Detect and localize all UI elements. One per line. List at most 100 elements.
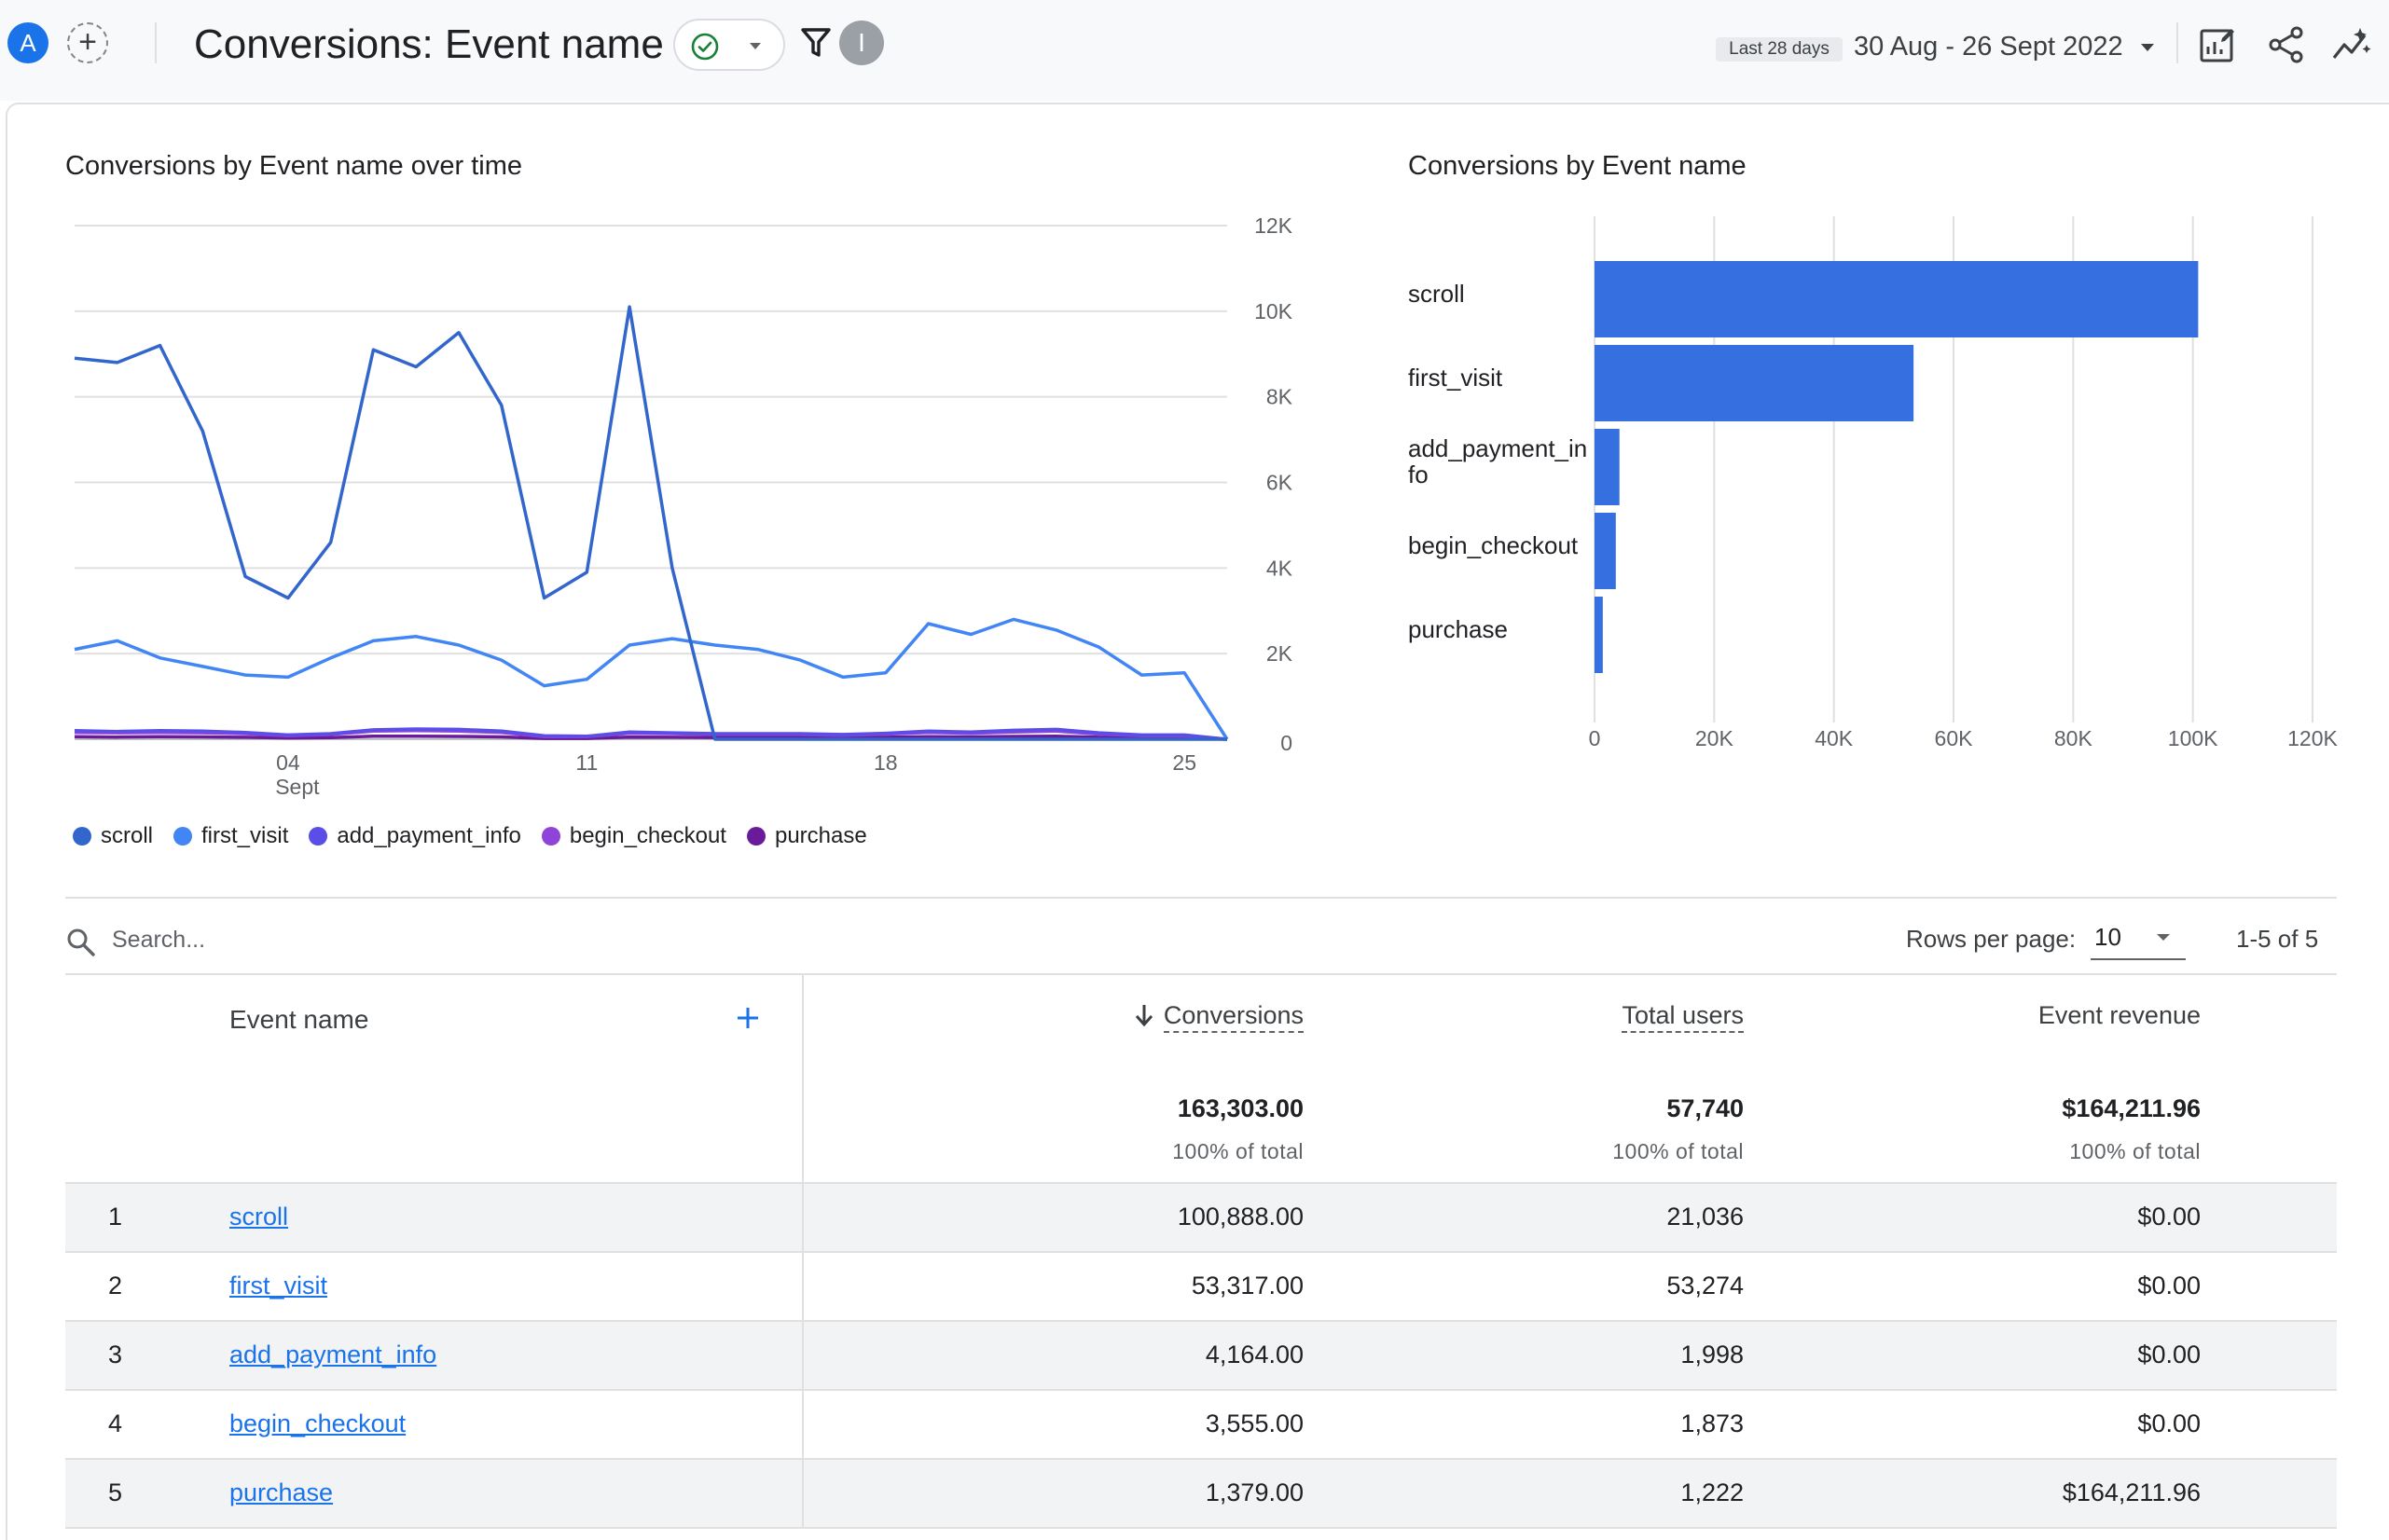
series-line-scroll — [74, 305, 1227, 741]
total-revenue: $164,211.96 — [2062, 1094, 2201, 1122]
table-toolbar: Rows per page: 10 1-5 of 5 — [65, 897, 2337, 973]
table-row: 5 purchase 1,379.00 1,222 $164,211.96 — [65, 1460, 2337, 1529]
legend-label: scroll — [101, 823, 154, 848]
y-tick-label: 12K — [1254, 213, 1293, 238]
legend-item-purchase[interactable]: purchase — [746, 823, 867, 849]
cell-users: 1,998 — [1680, 1341, 1744, 1368]
category-label: purchase — [1408, 615, 1508, 643]
line-chart-legend: scroll first_visit add_payment_info begi… — [73, 820, 888, 852]
category-label: scroll — [1408, 280, 1465, 308]
x-tick-label: 40K — [1815, 726, 1854, 750]
line-chart: 12K 10K 8K 6K 4K 2K 0 04 11 18 25 Sept — [74, 213, 1293, 799]
legend-item-first-visit[interactable]: first_visit — [173, 823, 288, 849]
total-conversions: 163,303.00 — [1177, 1094, 1304, 1122]
y-tick-label: 10K — [1254, 299, 1293, 323]
table-header: Event name Conversions Total users Event… — [65, 973, 2337, 1184]
table-row: 3 add_payment_info 4,164.00 1,998 $0.00 — [65, 1322, 2337, 1391]
comparison-avatar[interactable]: A — [7, 22, 48, 63]
col-header-conversions[interactable]: Conversions — [1134, 1001, 1304, 1033]
legend-label: begin_checkout — [569, 823, 726, 848]
page-title: Conversions: Event name — [194, 21, 664, 67]
event-link-scroll[interactable]: scroll — [229, 1203, 289, 1231]
legend-swatch — [173, 827, 193, 846]
legend-item-add-payment-info[interactable]: add_payment_info — [309, 823, 521, 849]
category-label: add_payment_in fo — [1408, 434, 1587, 488]
row-index: 2 — [108, 1272, 123, 1299]
x-tick-label: 18 — [874, 750, 898, 775]
report-card — [6, 103, 2389, 1540]
cell-users: 1,873 — [1680, 1409, 1744, 1437]
rows-per-page-value: 10 — [2094, 923, 2121, 951]
legend-swatch — [309, 827, 328, 846]
legend-item-scroll[interactable]: scroll — [73, 823, 153, 849]
report-header: A + Conversions: Event name I Last 28 da… — [0, 0, 2389, 101]
filter-icon[interactable] — [800, 26, 832, 60]
check-circle-icon — [691, 33, 719, 61]
category-label: first_visit — [1408, 364, 1503, 392]
x-tick-label: 120K — [2287, 726, 2338, 750]
legend-label: purchase — [774, 823, 867, 848]
date-preset-label: Last 28 days — [1716, 37, 1843, 62]
legend-label: add_payment_info — [337, 823, 521, 848]
legend-swatch — [73, 827, 91, 846]
event-link-begin-checkout[interactable]: begin_checkout — [229, 1409, 407, 1437]
table-row: 1 scroll 100,888.00 21,036 $0.00 — [65, 1184, 2337, 1253]
cell-conversions: 3,555.00 — [1205, 1409, 1304, 1437]
bar-add-payment-info — [1595, 429, 1620, 505]
row-index: 1 — [108, 1203, 123, 1231]
bar-scroll — [1595, 261, 2199, 337]
cell-conversions: 100,888.00 — [1177, 1203, 1304, 1231]
series-line-first-visit — [74, 617, 1229, 740]
x-tick-sublabel: Sept — [275, 775, 320, 799]
x-tick-label: 04 — [276, 750, 300, 775]
legend-label: first_visit — [201, 823, 289, 848]
y-tick-label: 6K — [1266, 471, 1293, 495]
x-tick-label: 20K — [1695, 726, 1734, 750]
cell-users: 1,222 — [1680, 1478, 1744, 1506]
line-chart-title: Conversions by Event name over time — [65, 151, 522, 181]
add-dimension-icon[interactable] — [733, 1003, 763, 1033]
header-divider-right — [2176, 22, 2178, 63]
row-index: 5 — [108, 1478, 123, 1506]
share-icon[interactable] — [2266, 24, 2307, 65]
caret-down-icon — [2157, 934, 2170, 941]
caret-down-icon — [750, 43, 761, 49]
date-caret-down-icon[interactable] — [2135, 35, 2160, 60]
col-header-conversions-label: Conversions — [1163, 1001, 1304, 1033]
col-header-total-users[interactable]: Total users — [1622, 1001, 1744, 1033]
event-link-first-visit[interactable]: first_visit — [229, 1272, 328, 1299]
search-input[interactable] — [112, 919, 578, 960]
edit-report-icon[interactable] — [2197, 24, 2238, 65]
category-label-line: first_visit — [1408, 364, 1503, 392]
category-label-line: purchase — [1408, 615, 1508, 643]
add-comparison-button[interactable]: + — [67, 22, 108, 63]
total-revenue-pct: 100% of total — [2069, 1139, 2201, 1163]
category-label-line: add_payment_in — [1408, 434, 1587, 462]
col-header-event-name[interactable]: Event name — [229, 1005, 369, 1034]
cell-revenue: $0.00 — [2137, 1341, 2201, 1368]
x-tick-label: 25 — [1172, 750, 1196, 775]
x-tick-label: 11 — [575, 750, 598, 775]
y-tick-label: 2K — [1266, 641, 1293, 666]
report-status-dropdown[interactable] — [673, 19, 785, 71]
cell-revenue: $0.00 — [2137, 1203, 2201, 1231]
insights-icon[interactable] — [2331, 24, 2372, 65]
row-index: 3 — [108, 1341, 123, 1368]
total-users-pct: 100% of total — [1612, 1139, 1744, 1163]
category-label: begin_checkout — [1408, 531, 1579, 559]
bar-chart: 0 20K 40K 60K 80K 100K 120K scroll first_visitad… — [1408, 216, 2339, 750]
header-divider — [155, 22, 157, 63]
category-label-line: scroll — [1408, 280, 1465, 308]
legend-swatch — [746, 827, 766, 846]
event-link-purchase[interactable]: purchase — [229, 1478, 334, 1506]
rows-per-page-select[interactable]: 10 — [2091, 915, 2186, 960]
category-label-line: fo — [1408, 461, 1429, 488]
y-tick-label: 0 — [1280, 731, 1292, 755]
y-tick-label: 8K — [1266, 385, 1293, 409]
filter-avatar[interactable]: I — [839, 21, 884, 65]
date-range-picker[interactable]: 30 Aug - 26 Sept 2022 — [1854, 32, 2123, 62]
event-link-add-payment-info[interactable]: add_payment_info — [229, 1341, 437, 1368]
legend-item-begin-checkout[interactable]: begin_checkout — [541, 823, 726, 849]
col-header-event-revenue[interactable]: Event revenue — [2038, 1001, 2201, 1030]
table-column-divider — [802, 973, 804, 1529]
